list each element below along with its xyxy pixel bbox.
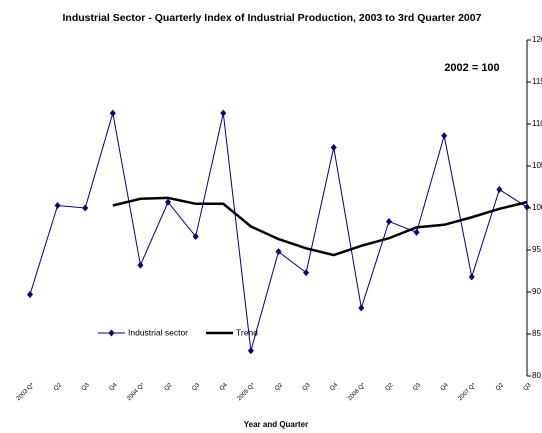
x-tick-label: 2005 Q* <box>237 382 257 402</box>
series-line <box>29 112 528 351</box>
y-tick-label: 120 <box>532 35 542 44</box>
x-tick-label: Q4 <box>108 382 118 392</box>
x-tick-label: Q2 <box>164 382 174 392</box>
x-tick-label: 2004 Q* <box>126 382 146 402</box>
data-point <box>109 109 116 117</box>
data-point <box>165 198 172 206</box>
data-point <box>413 228 420 236</box>
series-line <box>112 196 528 257</box>
x-tick-label: Q4 <box>329 382 339 392</box>
y-tick-label: 80 <box>532 371 541 380</box>
x-tick-label: 2003 Q* <box>16 382 36 402</box>
y-tick-label: 105 <box>532 161 542 170</box>
chart-title: Industrial Sector - Quarterly Index of I… <box>63 12 482 24</box>
x-tick-label: Q4 <box>219 382 229 392</box>
annotation: 2002 = 100 <box>444 62 499 74</box>
legend-marker <box>108 329 115 337</box>
x-tick-label: Q3 <box>191 382 201 392</box>
data-point <box>441 132 448 140</box>
y-tick-label: 100 <box>532 203 542 212</box>
x-tick-label: Q3 <box>412 382 422 392</box>
data-point <box>54 201 61 209</box>
x-tick-label: Q2 <box>385 382 395 392</box>
y-tick-label: 115 <box>532 77 542 86</box>
y-tick-label: 85 <box>532 329 541 338</box>
legend-label: Industrial sector <box>128 327 188 337</box>
data-point <box>82 204 89 212</box>
data-point <box>220 109 227 117</box>
data-point <box>496 186 503 194</box>
y-tick-label: 110 <box>532 119 542 128</box>
data-point <box>192 233 199 241</box>
data-point <box>303 269 310 277</box>
x-tick-label: Q3 <box>523 382 533 392</box>
x-tick-label: 2006 Q* <box>347 382 367 402</box>
x-axis-label: Year and Quarter <box>244 420 308 429</box>
x-tick-label: Q2 <box>495 382 505 392</box>
x-tick-label: 2007 Q* <box>457 382 477 402</box>
data-point <box>275 248 282 256</box>
y-tick-label: 90 <box>532 287 541 296</box>
data-point <box>27 291 33 299</box>
x-tick-label: Q2 <box>274 382 284 392</box>
legend-label: Trend <box>236 327 258 337</box>
data-point <box>524 203 530 211</box>
x-tick-label: Q4 <box>440 382 450 392</box>
x-tick-label: Q3 <box>81 382 91 392</box>
data-point <box>385 217 392 225</box>
data-point <box>468 273 475 281</box>
data-point <box>330 144 337 152</box>
data-point <box>247 347 254 355</box>
y-tick-label: 95 <box>532 245 541 254</box>
data-point <box>137 261 144 269</box>
x-tick-label: Q2 <box>53 382 63 392</box>
x-tick-label: Q3 <box>302 382 312 392</box>
data-point <box>358 304 365 312</box>
